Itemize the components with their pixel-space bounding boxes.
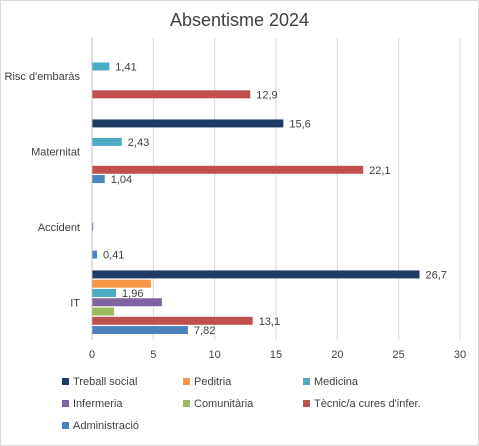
data-label: 15,6: [289, 118, 310, 130]
bar: [92, 119, 284, 128]
legend-label: Peditria: [194, 376, 232, 388]
data-label: 1,96: [122, 288, 143, 300]
bar: [92, 298, 162, 307]
data-label: 26,7: [426, 269, 447, 281]
legend-item: Medicina: [303, 376, 358, 388]
legend-swatch: [62, 422, 69, 429]
data-label: 1,41: [115, 61, 136, 73]
legend-item: Peditria: [183, 376, 231, 388]
data-label: 0,41: [103, 250, 124, 262]
chart-title: Absentisme 2024: [169, 10, 310, 30]
legend-label: Tècnic/a cures d'infer.: [314, 398, 421, 410]
bar: [92, 307, 115, 316]
x-tick-label: 10: [209, 349, 221, 361]
bar: [92, 175, 105, 184]
x-tick-label: 0: [89, 349, 95, 361]
x-tick-label: 15: [270, 349, 282, 361]
data-label: 7,82: [194, 325, 215, 337]
category-label: Accident: [38, 222, 80, 234]
category-label: Risc d'embaràs: [5, 71, 81, 83]
legend-item: Infermeria: [62, 398, 123, 410]
bar: [92, 279, 151, 288]
chart-legend: Treball social Peditria Medicina Infermeria…: [0, 372, 479, 442]
legend-swatch: [303, 400, 310, 407]
legend-label: Administració: [73, 420, 140, 432]
bar: [92, 62, 110, 71]
legend-label: Comunitària: [194, 398, 254, 410]
legend-label: Infermeria: [73, 398, 123, 410]
legend-swatch: [62, 400, 69, 407]
bar: [92, 316, 253, 325]
legend-item: Comunitària: [183, 398, 253, 410]
x-tick-label: 20: [331, 349, 343, 361]
bar: [92, 90, 251, 99]
legend-swatch: [183, 400, 190, 407]
legend-label: Treball social: [73, 376, 138, 388]
x-tick-label: 25: [393, 349, 405, 361]
bar: [92, 288, 117, 297]
legend-item: Tècnic/a cures d'infer.: [303, 398, 421, 410]
data-label: 2,43: [128, 137, 149, 149]
category-label: Maternitat: [31, 146, 80, 158]
bar: [92, 165, 364, 174]
bar: [92, 250, 98, 259]
bar: [92, 270, 420, 279]
bar: [92, 222, 94, 231]
legend-swatch: [303, 378, 310, 385]
x-tick-label: 5: [150, 349, 156, 361]
x-tick-label: 30: [454, 349, 466, 361]
legend-label: Medicina: [314, 376, 359, 388]
legend-item: Treball social: [62, 376, 137, 388]
bar: [92, 137, 122, 146]
data-label: 13,1: [259, 316, 280, 328]
legend-swatch: [183, 378, 190, 385]
category-label: IT: [70, 297, 80, 309]
legend-item: Administració: [62, 420, 139, 432]
data-label: 12,9: [256, 89, 277, 101]
data-label: 22,1: [369, 165, 390, 177]
bar: [92, 326, 188, 335]
legend-swatch: [62, 378, 69, 385]
data-label: 1,04: [111, 174, 132, 186]
